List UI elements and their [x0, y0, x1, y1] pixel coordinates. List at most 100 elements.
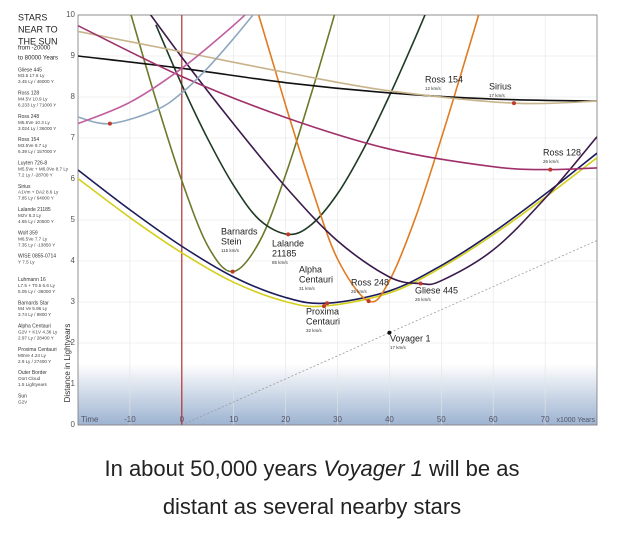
series-line [155, 15, 426, 236]
series-label: Ross 248 [351, 277, 389, 287]
closest-approach-dot [387, 330, 392, 335]
caption-part: distant as several nearby stars [163, 494, 461, 519]
series-speed: 85 km/s [272, 260, 289, 265]
series-speed: 25 km/s [351, 289, 368, 294]
legend-detail: M2V 8.3 Ly [18, 213, 42, 218]
legend-detail: M6.5Ve 7.7 Ly [18, 236, 48, 241]
series-line [78, 15, 255, 125]
x-tick-label: 10 [229, 415, 238, 424]
legend-name: Outer Border [18, 370, 47, 376]
legend-name: Luhmann 16 [18, 277, 46, 283]
legend-detail: 7.35 Ly / -13850 Y [18, 242, 55, 247]
x-tick-label: 50 [437, 415, 446, 424]
closest-approach-dot [322, 304, 327, 309]
y-tick-label: 4 [71, 256, 76, 265]
caption: distant as several nearby stars [163, 494, 461, 519]
legend-detail: Y 7.5 Ly [18, 260, 35, 265]
caption-part: will be as [423, 456, 520, 481]
legend-detail: 3.74 Ly / 9800 Y [18, 312, 51, 317]
series-speed: 26 km/s [543, 159, 560, 164]
y-tick-label: 7 [71, 133, 76, 142]
closest-approach-dot [418, 281, 423, 286]
series-label: Alpha [299, 264, 322, 274]
y-tick-label: 9 [71, 51, 76, 60]
series-label: Centauri [299, 274, 333, 284]
series-speed: 31 km/s [299, 286, 316, 291]
series-label: Stein [221, 236, 242, 246]
legend-detail: 4.65 Ly / 20500 Y [18, 219, 54, 224]
closest-approach-dot [286, 232, 291, 237]
panel-title: from -20000 [18, 46, 51, 52]
legend-detail: M5.5Ve + M6.0Ve 8.7 Ly [18, 166, 69, 171]
y-tick-label: 8 [71, 92, 76, 101]
legend-detail: 1.5 Lightyears [18, 382, 48, 387]
y-tick-label: 1 [71, 379, 76, 388]
y-axis-label: Distance in Lightyears [63, 324, 72, 403]
legend-name: Alpha Centauri [18, 324, 51, 330]
x-tick-label: 20 [281, 415, 290, 424]
x-axis-label: Time [81, 415, 99, 424]
y-tick-label: 2 [71, 338, 76, 347]
series-label: Ross 154 [425, 74, 463, 84]
legend-name: Wolf 359 [18, 230, 38, 236]
legend-detail: 2.97 Ly / 28400 Y [18, 336, 54, 341]
legend-detail: M5.5Ve 10.3 Ly [18, 120, 50, 125]
legend-detail: A1Vm + DA2 8.6 Ly [18, 190, 59, 195]
series-line [78, 24, 597, 171]
legend-detail: G2V + K1V 4.36 Ly [18, 330, 58, 335]
legend-detail: 5.05 Ly / -36000 Y [18, 289, 55, 294]
caption-part: In about 50,000 years [104, 456, 323, 481]
closest-approach-dot [230, 269, 235, 274]
closest-approach-dot [548, 167, 553, 172]
closest-approach-dot [366, 299, 371, 304]
legend-detail: L7.5 + T0.5 6.6 Ly [18, 283, 56, 288]
caption-part: Voyager 1 [323, 456, 422, 481]
x-tick-label: 70 [541, 415, 550, 424]
legend-name: Proxima Centauri [18, 347, 57, 353]
legend-detail: 6.233 Ly / 71000 Y [18, 103, 56, 108]
legend-name: Luyten 726-8 [18, 161, 47, 167]
legend-detail: 6.39 Ly / 157000 Y [18, 149, 56, 154]
series-speed: 17 km/s [489, 93, 506, 98]
legend-detail: M3.5 17.6 Ly [18, 73, 45, 78]
y-tick-label: 10 [66, 10, 75, 19]
series-label: Proxima [306, 306, 339, 316]
x-tick-label: 60 [489, 415, 498, 424]
legend-detail: Oort Cloud [18, 376, 41, 381]
legend-name: Gliese 445 [18, 67, 42, 73]
x-axis-unit: x1000 Years [556, 417, 595, 424]
series-speed: 32 km/s [306, 328, 323, 333]
panel-title: NEAR TO [18, 24, 58, 34]
series-speed: 17 km/s [390, 345, 407, 350]
series-label: Voyager 1 [390, 333, 431, 343]
legend-detail: M4 Ve 5.96 Ly [18, 306, 48, 311]
x-tick-label: -10 [124, 415, 136, 424]
series-line [181, 240, 597, 425]
panel-title: to 80000 Years [18, 56, 58, 62]
series-line [149, 15, 597, 286]
legend-detail: G2V [18, 399, 28, 404]
series-label: Gliese 445 [415, 285, 458, 295]
caption: In about 50,000 years Voyager 1 will be … [104, 456, 519, 481]
series-label: Lalande [272, 238, 304, 248]
legend-name: Lalande 21185 [18, 207, 51, 213]
legend-name: Barnards Star [18, 300, 49, 306]
series-line [78, 55, 597, 102]
plot-frame [77, 14, 598, 426]
series-line [78, 15, 247, 125]
series-speed: 12 km/s [425, 86, 442, 91]
y-tick-label: 3 [71, 297, 76, 306]
series-label: Barnards [221, 226, 258, 236]
legend-name: Ross 248 [18, 114, 39, 120]
closest-approach-dot [511, 101, 516, 106]
closest-approach-dot [107, 121, 112, 126]
legend-name: Ross 154 [18, 137, 39, 143]
y-tick-label: 6 [71, 174, 76, 183]
legend-detail: 3.45 Ly / 46000 Y [18, 79, 54, 84]
series-label: 21185 [272, 248, 296, 258]
legend-detail: M5Ve 4.24 Ly [18, 353, 47, 358]
panel-title: THE SUN [18, 36, 58, 46]
series-label: Ross 128 [543, 147, 581, 157]
legend-detail: 7.85 Ly / 64000 Y [18, 196, 54, 201]
